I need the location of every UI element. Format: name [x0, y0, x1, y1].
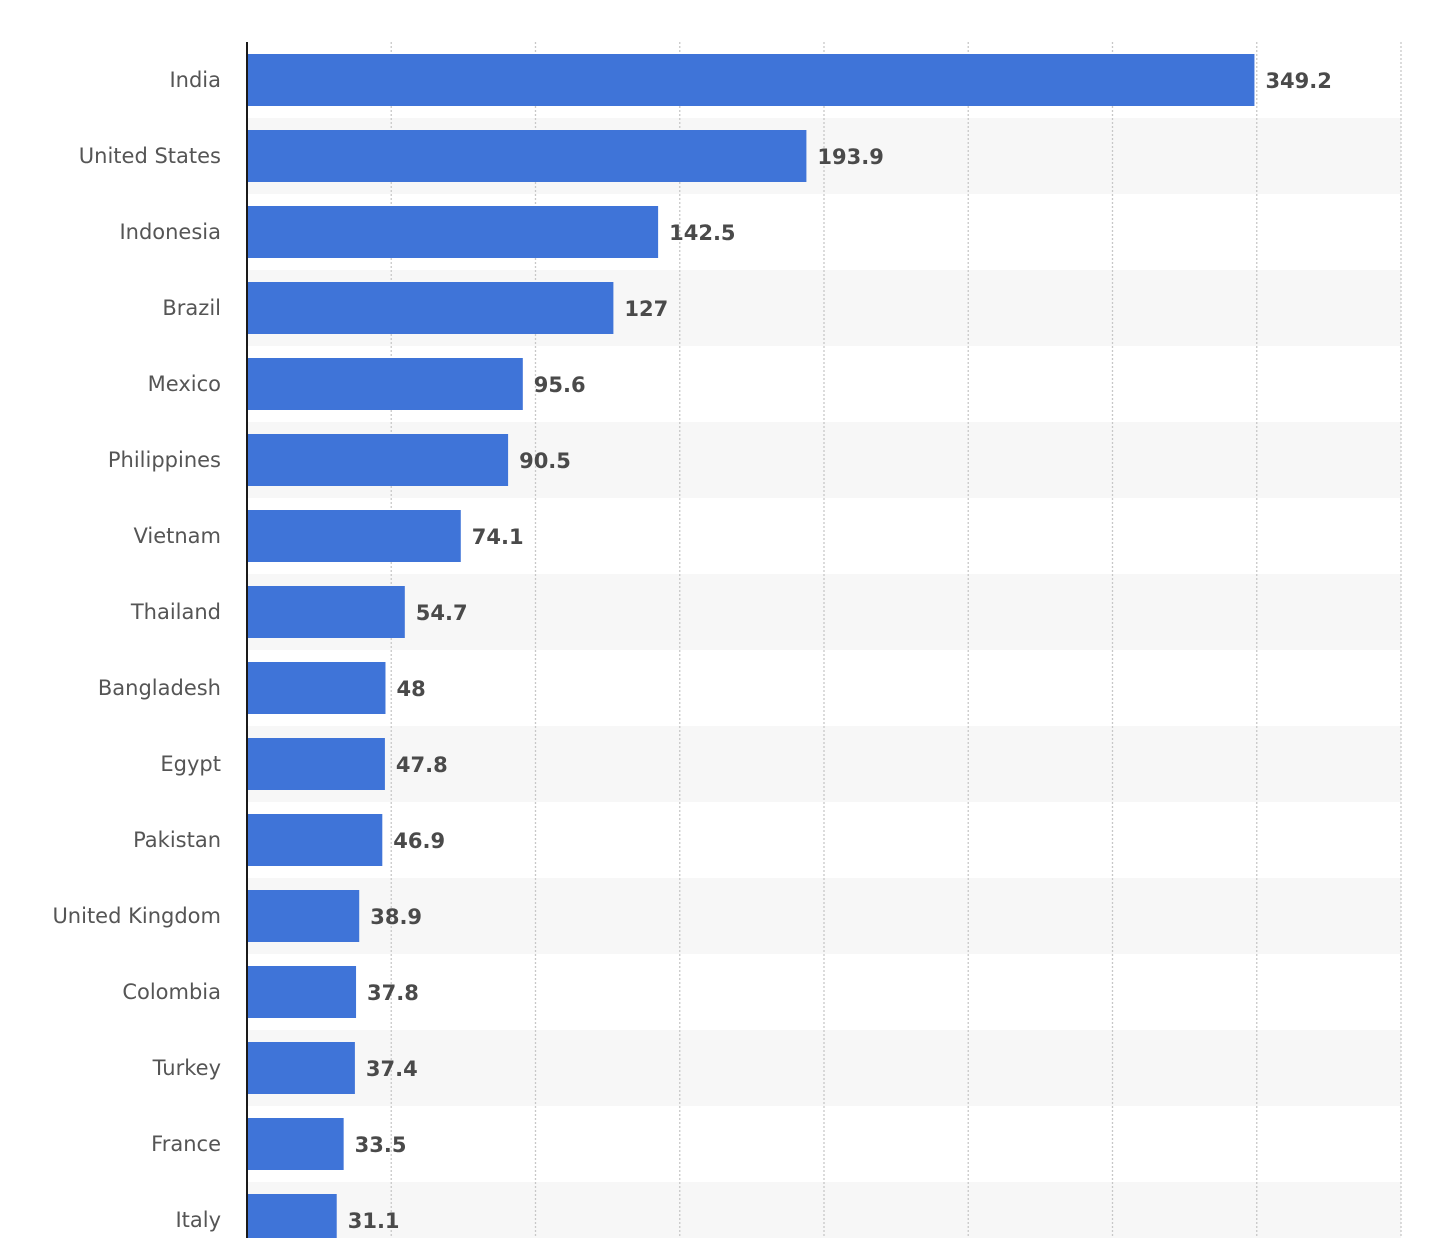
category-label: Philippines — [108, 448, 221, 472]
bar[interactable] — [247, 434, 509, 486]
category-label: Mexico — [148, 372, 221, 396]
category-label: Thailand — [130, 600, 221, 624]
value-label: 54.7 — [416, 601, 468, 625]
value-label: 142.5 — [669, 221, 735, 245]
category-label: Indonesia — [119, 220, 221, 244]
bar[interactable] — [247, 282, 614, 334]
value-label: 48 — [396, 677, 425, 701]
value-label: 46.9 — [393, 829, 445, 853]
category-label: Pakistan — [133, 828, 221, 852]
value-label: 74.1 — [472, 525, 524, 549]
category-label: Bangladesh — [98, 676, 221, 700]
bar[interactable] — [247, 206, 659, 258]
value-label: 47.8 — [396, 753, 448, 777]
category-label: Egypt — [160, 752, 221, 776]
bar[interactable] — [247, 358, 523, 410]
bar[interactable] — [247, 1194, 337, 1238]
bar[interactable] — [247, 814, 383, 866]
bar[interactable] — [247, 662, 386, 714]
bar[interactable] — [247, 586, 405, 638]
bar[interactable] — [247, 130, 807, 182]
value-label: 95.6 — [534, 373, 586, 397]
value-label: 349.2 — [1265, 69, 1331, 93]
bar[interactable] — [247, 54, 1255, 106]
category-label: United States — [79, 144, 221, 168]
category-label: Italy — [175, 1208, 221, 1232]
bars — [247, 54, 1255, 1238]
value-label: 37.8 — [367, 981, 419, 1005]
category-label: India — [169, 68, 221, 92]
value-label: 37.4 — [366, 1057, 418, 1081]
bar[interactable] — [247, 966, 357, 1018]
value-label: 38.9 — [370, 905, 422, 929]
category-labels: India United States Indonesia Brazil Mexico P… — [52, 68, 221, 1232]
x-gridlines — [390, 42, 1402, 1238]
value-label: 127 — [624, 297, 668, 321]
bar[interactable] — [247, 738, 385, 790]
category-label: Vietnam — [133, 524, 221, 548]
category-label: Brazil — [162, 296, 221, 320]
bar[interactable] — [247, 890, 360, 942]
category-label: Colombia — [122, 980, 221, 1004]
bar[interactable] — [247, 510, 461, 562]
category-label: Turkey — [152, 1056, 221, 1080]
category-label: France — [151, 1132, 221, 1156]
bar[interactable] — [247, 1118, 344, 1170]
bar[interactable] — [247, 1042, 355, 1094]
value-label: 90.5 — [519, 449, 571, 473]
value-label: 33.5 — [355, 1133, 407, 1157]
value-labels: 349.2 193.9 142.5 127 95.6 90.5 74.1 54.7 48 47.8… — [348, 69, 1332, 1233]
value-label: 193.9 — [817, 145, 883, 169]
value-label: 31.1 — [348, 1209, 400, 1233]
category-label: United Kingdom — [52, 904, 221, 928]
